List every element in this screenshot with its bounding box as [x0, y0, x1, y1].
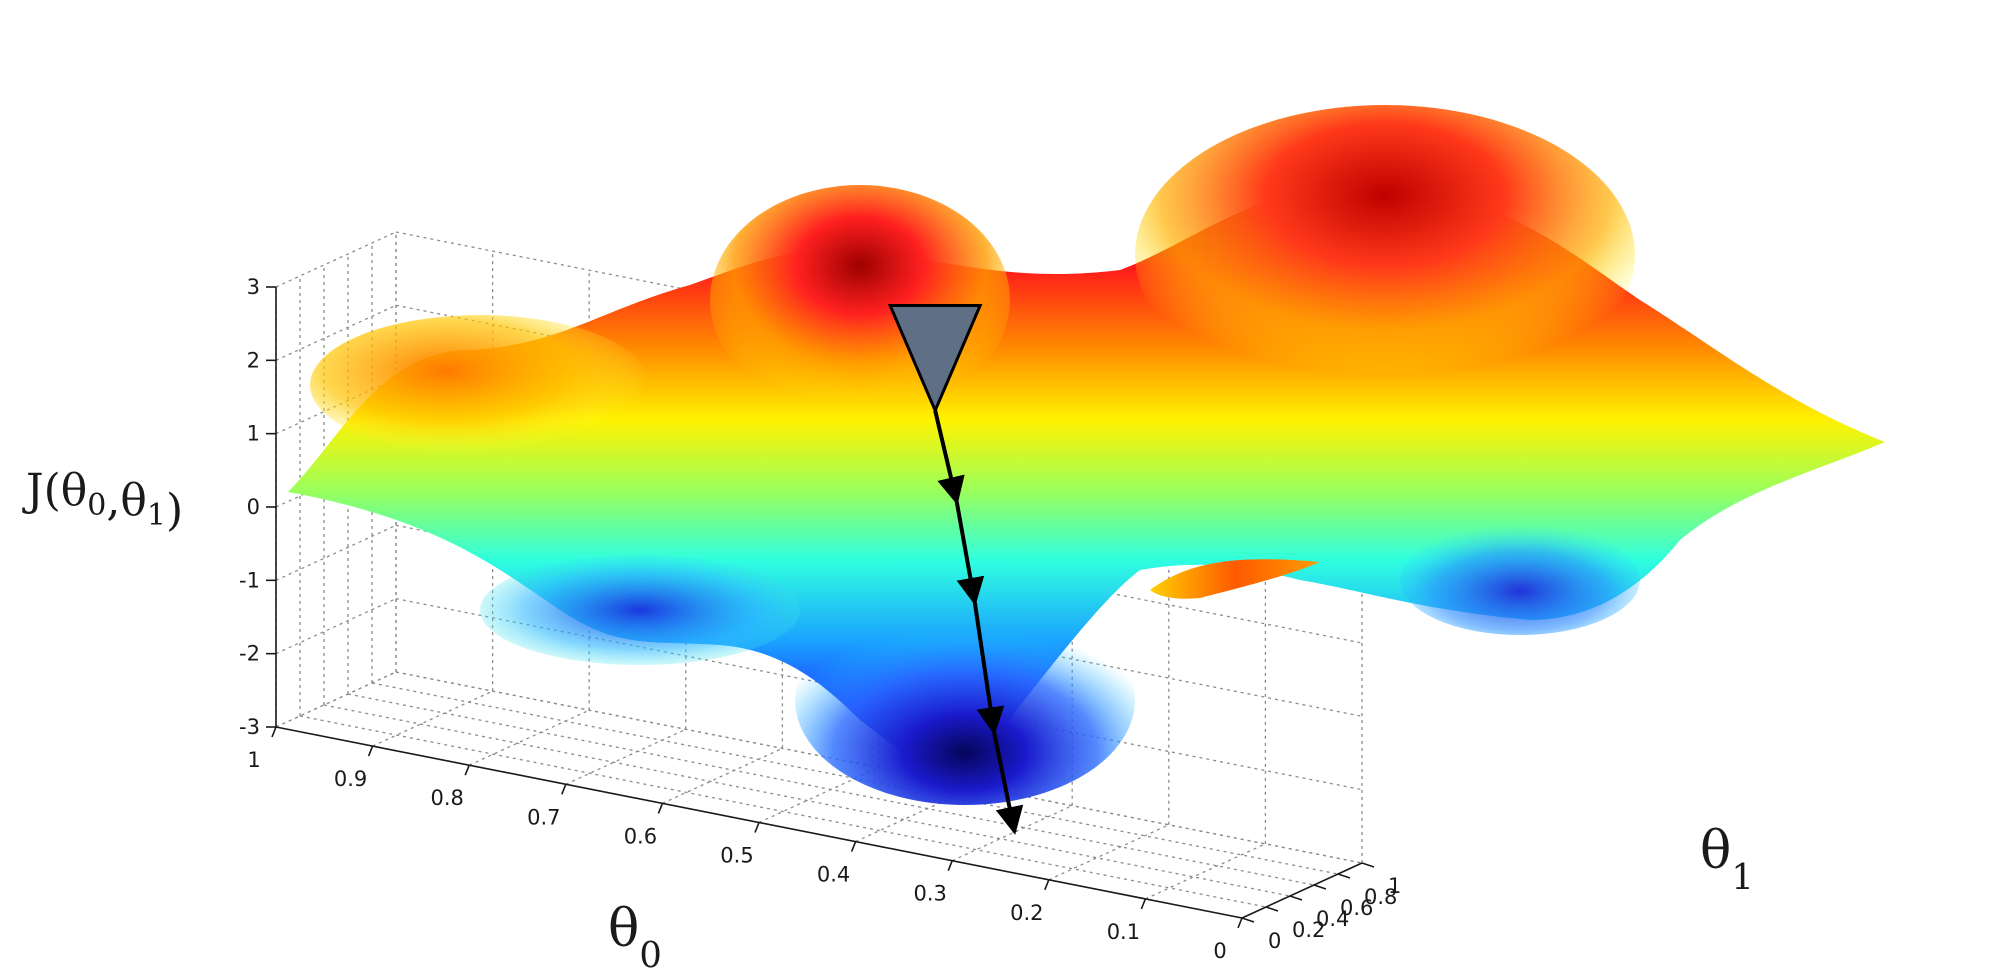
peak-front [710, 185, 1010, 415]
descent-step-arrow [992, 732, 1024, 835]
grid-line-left-z [275, 304, 397, 361]
y-tick-label: 0.8 [1364, 885, 1397, 909]
y-tick-mark [1361, 862, 1375, 868]
y-tick-mark [1313, 884, 1327, 890]
grid-line-floor-x [951, 805, 1073, 862]
grid-line-left-z [275, 231, 397, 288]
x-tick-label: 0.3 [913, 882, 946, 906]
x-tick-mark [561, 784, 567, 795]
valley-left [480, 555, 800, 665]
x-axis-title: θ0 [608, 899, 662, 976]
z-tick-label: -2 [239, 642, 260, 666]
grid-line-floor-x [372, 690, 493, 747]
x-tick-mark [464, 764, 470, 776]
z-tick-label: 1 [247, 422, 260, 446]
grid-line-left-z [275, 451, 397, 508]
x-tick-label: 0.6 [624, 824, 657, 848]
grid-line-left-z [275, 524, 397, 581]
x-tick-mark [271, 726, 277, 738]
x-tick-label: 0.1 [1107, 920, 1140, 944]
y-tick-label: 0 [1268, 929, 1281, 953]
x-tick-label: 0.5 [720, 844, 753, 868]
y-tick-mark [1337, 873, 1351, 879]
grid-line-left-z [275, 378, 397, 435]
z-tick-label: -1 [239, 568, 260, 592]
descent-step-arrow [933, 410, 965, 505]
y-tick-mark [1265, 906, 1279, 912]
y-tick-mark [1241, 917, 1255, 923]
grid-line-floor-x [662, 747, 783, 804]
grid-line-floor-x [1048, 824, 1170, 881]
y-tick-label: 0.4 [1316, 907, 1349, 931]
x-tick-mark [850, 841, 857, 852]
x-tick-label: 0.7 [527, 805, 560, 829]
x-tick-mark [367, 745, 374, 757]
surface-fold [1150, 559, 1320, 599]
x-tick-label: 0.4 [817, 863, 850, 887]
valley-right [1400, 525, 1640, 635]
grid-line-floor-x [855, 786, 976, 843]
z-tick-label: 3 [247, 275, 260, 299]
x-tick-mark [657, 803, 664, 814]
grid-line-floor-x [758, 766, 880, 824]
grid-line-floor-x [1145, 843, 1266, 900]
triangle-marker [887, 303, 983, 415]
x-tick-label: 0.8 [430, 786, 463, 810]
y-tick-label: 1 [1388, 874, 1401, 898]
y-tick-label: 0.6 [1340, 896, 1373, 920]
descent-step-arrow [954, 501, 985, 606]
cost-surface [288, 105, 1885, 805]
z-tick-label: 0 [247, 495, 260, 519]
x-tick-label: 0.9 [334, 767, 367, 791]
z-axis-title: J(θ0,θ1) [22, 465, 183, 536]
grid-line-floor-y [323, 704, 1291, 897]
gradient-descent-path [887, 303, 1024, 835]
descent-step-arrow [972, 602, 1005, 736]
x-tick-mark [1044, 879, 1050, 891]
x-tick-mark [754, 822, 760, 833]
grid-line-floor-y [347, 693, 1315, 886]
grid-line-floor-x [468, 709, 590, 766]
ridge-left [310, 315, 650, 455]
peak-back [1135, 105, 1635, 405]
x-tick-mark [1237, 917, 1243, 929]
valley-main [795, 595, 1135, 805]
x-tick-mark [1140, 898, 1147, 910]
grid-line-floor-y [299, 715, 1267, 908]
x-tick-label: 1 [247, 748, 260, 772]
y-tick-mark [1289, 895, 1303, 901]
x-tick-mark [947, 860, 953, 871]
y-tick-label: 0.2 [1292, 918, 1325, 942]
y-axis-title: θ1 [1700, 821, 1754, 898]
grid-line-floor-x [565, 728, 687, 785]
y-axis-line [1241, 862, 1363, 919]
z-tick-label: 2 [247, 348, 260, 372]
z-tick-label: -3 [239, 715, 260, 739]
grid-line-left-z [275, 598, 397, 655]
x-tick-label: 0.2 [1010, 901, 1043, 925]
grid-line-floor-x [275, 671, 397, 728]
x-tick-label: 0 [1213, 939, 1226, 963]
